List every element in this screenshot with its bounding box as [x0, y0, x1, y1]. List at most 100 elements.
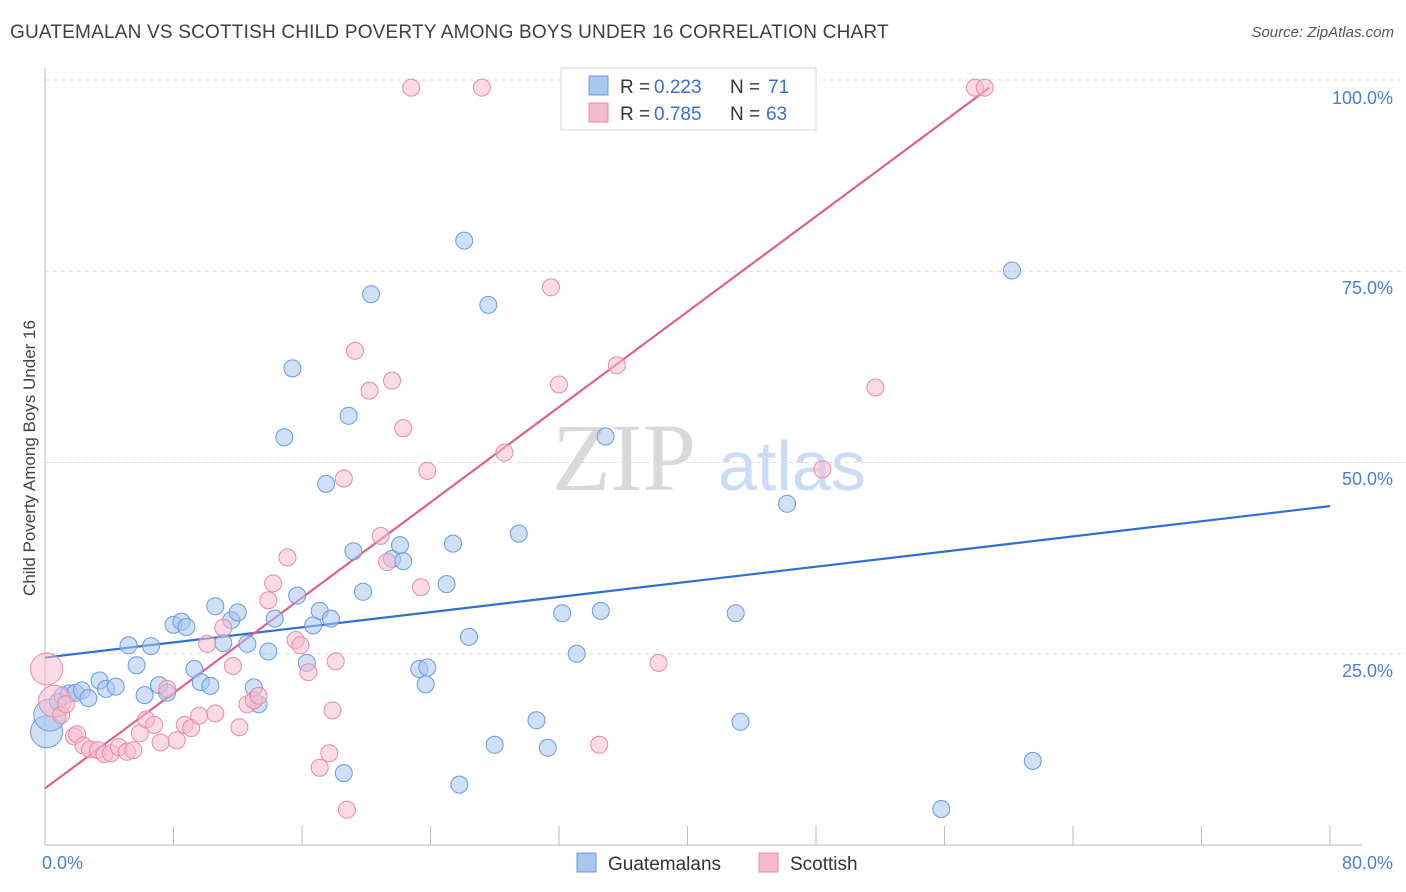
guatemalans-point: [418, 658, 437, 677]
scottish-point: [323, 701, 342, 720]
guatemalans-point: [1023, 751, 1042, 770]
guatemalans-point: [135, 686, 154, 705]
scottish-point: [56, 695, 75, 714]
scottish-point: [214, 618, 233, 637]
guatemalans-point: [450, 775, 469, 794]
guatemalans-point: [591, 601, 610, 620]
guatemalans-point: [362, 285, 381, 304]
guatemalans-point: [201, 676, 220, 695]
scottish-point: [866, 378, 885, 397]
guatemalans-point: [731, 712, 750, 731]
guatemalans-point: [553, 604, 572, 623]
scottish-point: [542, 278, 560, 297]
source-credit: Source: ZipAtlas.com: [1251, 24, 1394, 41]
gridlines: [45, 79, 1406, 655]
scottish-point: [320, 744, 339, 763]
scottish-point: [206, 704, 225, 723]
trend-line-guatemalans: [44, 505, 1331, 659]
scottish-point: [418, 461, 437, 480]
legend-r-label-1: R =: [620, 77, 650, 98]
scottish-point: [411, 578, 430, 597]
guatemalans-point: [275, 428, 294, 447]
y-tick-labels: 25.0% 50.0% 75.0% 100.0%: [1332, 88, 1393, 681]
legend: R = 0.223 N = 71 R = 0.785 N = 63: [560, 67, 817, 131]
scottish-point: [264, 574, 283, 593]
legend-n-label-2: N =: [730, 104, 760, 125]
guatemalans-point: [334, 764, 353, 783]
guatemalans-point: [321, 609, 340, 628]
guatemalans-point: [206, 597, 225, 616]
scottish-point: [975, 78, 994, 97]
bottom-legend-swatch-guatemalans: [576, 852, 597, 873]
guatemalans-point: [214, 634, 233, 652]
guatemalans-point: [127, 656, 146, 675]
guatemalans-point: [317, 474, 336, 493]
guatemalans-point: [509, 524, 528, 543]
legend-r-value-2: 0.785: [654, 104, 702, 125]
guatemalans-point: [259, 642, 278, 661]
scottish-point: [291, 636, 310, 655]
legend-r-label-2: R =: [620, 104, 650, 125]
scottish-point: [310, 758, 329, 777]
guatemalans-point: [460, 627, 478, 646]
guatemalans-point: [354, 582, 372, 601]
scottish-point: [338, 800, 356, 819]
guatemalans-point: [932, 800, 951, 818]
y-tick-label-100: 100.0%: [1332, 88, 1393, 108]
scottish-point: [230, 718, 249, 737]
scottish-point: [371, 526, 390, 545]
scottish-point: [124, 741, 143, 760]
legend-n-value-2: 63: [766, 104, 787, 125]
guatemalans-point: [394, 552, 413, 571]
guatemalans-point: [79, 689, 98, 708]
guatemalans-point: [1003, 261, 1021, 280]
scottish-point: [346, 341, 364, 360]
legend-swatch-scottish: [588, 102, 609, 123]
guatemalans-point: [596, 427, 615, 446]
bottom-legend-swatch-scottish: [758, 852, 779, 873]
y-tick-label-75: 75.0%: [1342, 278, 1393, 298]
legend-r-value-1: 0.223: [654, 77, 702, 98]
guatemalans-point: [778, 494, 797, 513]
chart-title: GUATEMALAN VS SCOTTISH CHILD POVERTY AMO…: [10, 22, 889, 43]
watermark-zip: ZIP: [552, 404, 696, 511]
scottish-point: [495, 443, 514, 462]
guatemalans-point: [538, 738, 557, 757]
scottish-point: [278, 548, 297, 567]
guatemalans-point: [485, 735, 504, 754]
watermark-atlas: atlas: [718, 427, 866, 505]
scottish-point: [145, 715, 164, 734]
legend-n-value-1: 71: [768, 77, 789, 98]
guatemalans-point: [416, 675, 435, 694]
scottish-point: [299, 663, 318, 682]
scottish-point: [151, 733, 170, 752]
guatemalans-point: [288, 586, 307, 605]
y-axis-title: Child Poverty Among Boys Under 16: [20, 320, 39, 596]
scottish-point: [402, 78, 421, 97]
scottish-point: [30, 652, 64, 686]
y-tick-label-25: 25.0%: [1342, 661, 1393, 681]
bottom-legend-scottish: Scottish: [790, 854, 858, 875]
scottish-point: [607, 356, 626, 375]
guatemalans-point: [437, 575, 456, 594]
legend-n-label-1: N =: [730, 77, 760, 98]
scottish-point: [649, 653, 668, 672]
watermark: ZIP atlas: [552, 404, 866, 511]
scottish-point: [813, 460, 832, 479]
guatemalans-point: [527, 711, 546, 730]
guatemalans-point: [391, 536, 409, 555]
scottish-point: [190, 706, 209, 725]
guatemalans-point: [567, 644, 586, 663]
guatemalans-point: [726, 604, 745, 623]
scottish-point: [472, 78, 491, 97]
scottish-point: [326, 652, 345, 671]
guatemalans-point: [119, 636, 138, 655]
scottish-point: [249, 686, 268, 705]
scottish-point: [360, 381, 379, 400]
guatemalans-point: [106, 677, 125, 696]
x-tick-label-min: 0.0%: [42, 853, 83, 873]
guatemalans-point: [283, 359, 302, 378]
scottish-point: [550, 375, 568, 394]
scottish-point: [167, 731, 186, 750]
x-tick-labels: 0.0% 80.0%: [42, 853, 1393, 873]
